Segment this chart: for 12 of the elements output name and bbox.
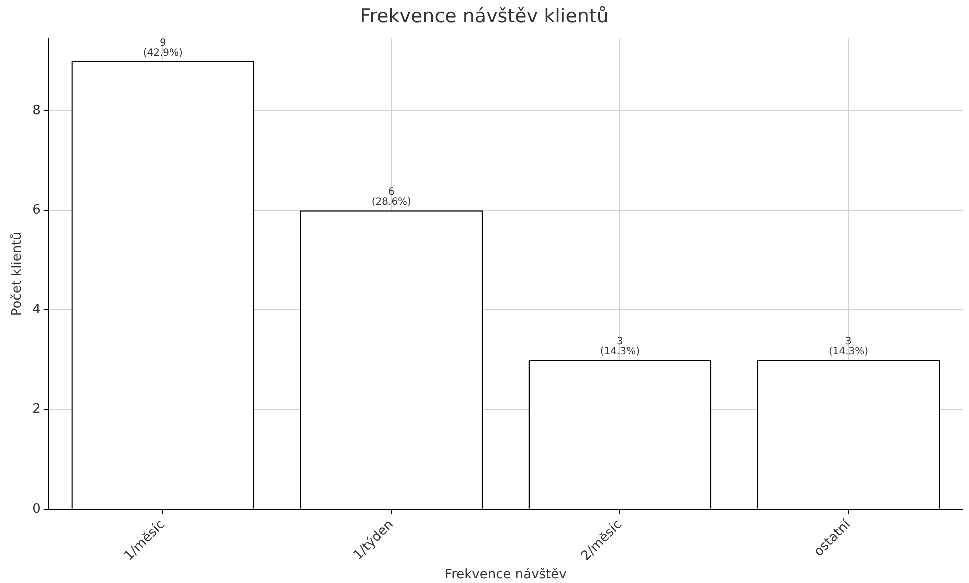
y-tick-label: 8: [32, 103, 41, 118]
chart-title: Frekvence návštěv klientů: [360, 5, 609, 28]
data-label: 3 (14.3%): [600, 336, 640, 358]
data-label: 3 (14.3%): [828, 336, 869, 358]
y-tick-label: 0: [32, 502, 41, 517]
data-label: 6 (28.6%): [372, 187, 412, 208]
y-tick-label: 2: [32, 402, 41, 418]
y-tick-label: 6: [32, 202, 41, 218]
x-axis-title: Frekvence návštěv: [445, 568, 568, 583]
data-label: 9 (42.9%): [143, 38, 184, 59]
y-axis-title: Počet klientů: [9, 232, 26, 316]
y-tick-label: 4: [32, 302, 41, 318]
